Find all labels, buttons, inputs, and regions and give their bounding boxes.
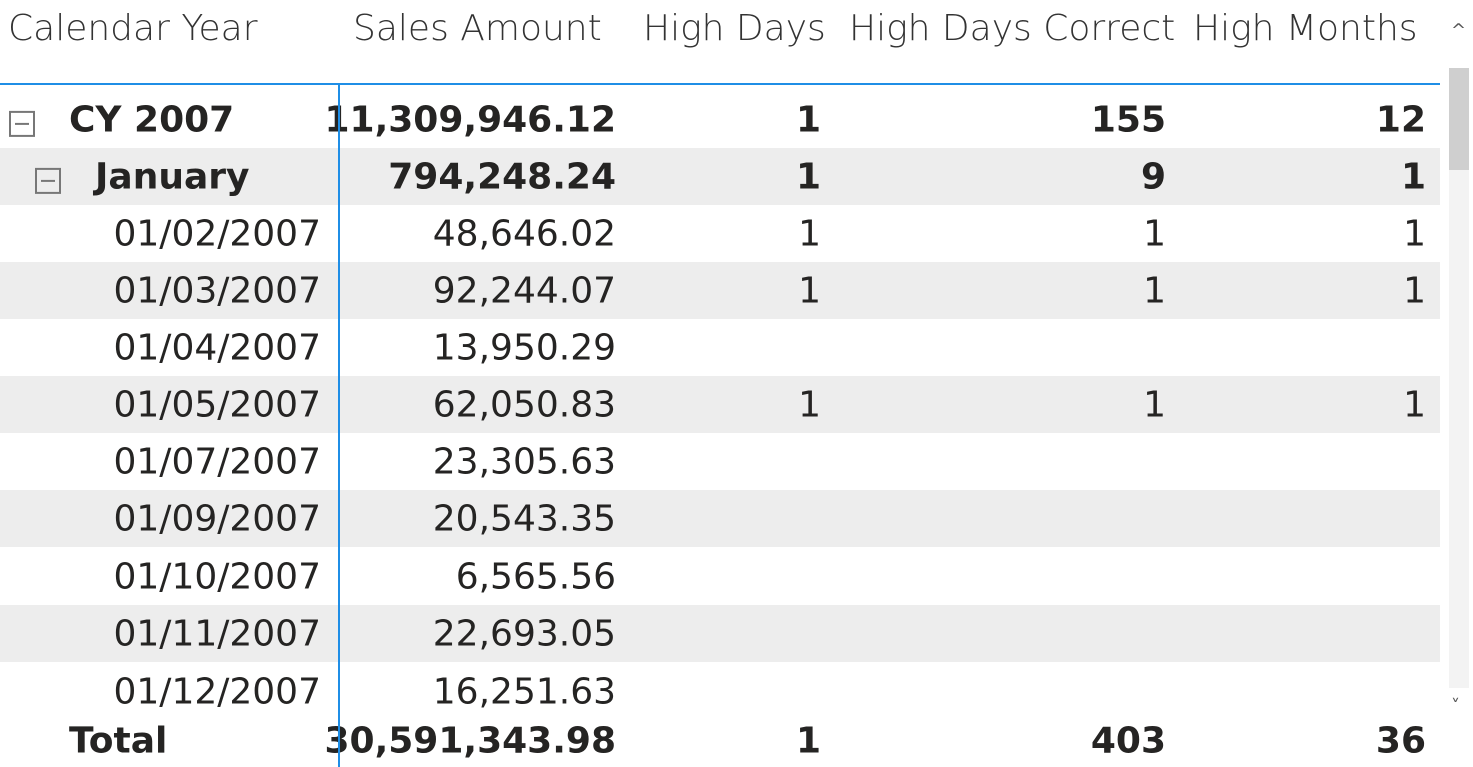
sales-amount-value: 23,305.63 [432, 441, 616, 482]
row-label: 01/10/2007 [113, 556, 322, 597]
total-high-days: 1 [795, 720, 821, 761]
table-row: 01/09/2007 20,543.35 [0, 490, 1440, 547]
total-sales-amount: 30,591,343.98 [324, 720, 616, 761]
table-row: 01/11/2007 22,693.05 [0, 605, 1440, 662]
high-days-value: 1 [798, 213, 821, 254]
row-label: 01/04/2007 [113, 327, 322, 368]
total-high-months: 36 [1375, 720, 1426, 761]
header-sales-amount[interactable]: Sales Amount [353, 8, 602, 49]
row-label: 01/03/2007 [113, 270, 322, 311]
high-months-value: 1 [1403, 384, 1426, 425]
high-months-value: 1 [1403, 270, 1426, 311]
high-days-value: 1 [798, 384, 821, 425]
high-days-correct-value: 1 [1143, 384, 1166, 425]
chevron-up-icon[interactable]: ^ [1451, 20, 1467, 41]
collapse-icon[interactable] [9, 110, 35, 137]
row-label: 01/12/2007 [113, 671, 322, 712]
table-row-year: CY 2007 11,309,946.12 1 155 12 [0, 91, 1440, 148]
collapse-icon[interactable] [35, 167, 61, 194]
high-days-correct-value: 155 [1090, 99, 1166, 140]
row-header-divider [338, 85, 340, 767]
high-days-correct-value: 1 [1143, 270, 1166, 311]
total-label: Total [69, 720, 168, 761]
row-label: January [95, 156, 250, 197]
row-label: 01/07/2007 [113, 441, 322, 482]
table-row: 01/04/2007 13,950.29 [0, 319, 1440, 376]
sales-amount-value: 13,950.29 [432, 327, 616, 368]
table-row: 01/07/2007 23,305.63 [0, 433, 1440, 490]
header-calendar-year[interactable]: Calendar Year [8, 8, 258, 49]
high-days-correct-value: 1 [1143, 213, 1166, 254]
matrix-visual: Calendar Year Sales Amount High Days Hig… [0, 0, 1440, 767]
table-row-month: January 794,248.24 1 9 1 [0, 148, 1440, 205]
row-label: 01/11/2007 [113, 613, 322, 654]
high-months-value: 1 [1400, 156, 1426, 197]
vertical-scrollbar[interactable]: ^ ˅ [1443, 0, 1473, 767]
sales-amount-value: 48,646.02 [432, 213, 616, 254]
sales-amount-value: 92,244.07 [432, 270, 616, 311]
sales-amount-value: 22,693.05 [432, 613, 616, 654]
header-high-days-correct[interactable]: High Days Correct [849, 8, 1176, 49]
sales-amount-value: 6,565.56 [455, 556, 616, 597]
row-label: 01/05/2007 [113, 384, 322, 425]
scroll-thumb[interactable] [1449, 68, 1469, 170]
sales-amount-value: 20,543.35 [432, 498, 616, 539]
total-row: Total 30,591,343.98 1 403 36 [0, 714, 1440, 767]
high-days-correct-value: 9 [1140, 156, 1166, 197]
row-label: 01/09/2007 [113, 498, 322, 539]
table-row: 01/10/2007 6,565.56 [0, 548, 1440, 605]
high-months-value: 1 [1403, 213, 1426, 254]
table-row: 01/12/2007 16,251.63 [0, 663, 1440, 720]
table-row: 01/05/2007 62,050.83 1 1 1 [0, 376, 1440, 433]
chevron-down-icon[interactable]: ˅ [1451, 696, 1460, 717]
sales-amount-value: 62,050.83 [432, 384, 616, 425]
sales-amount-value: 11,309,946.12 [324, 99, 616, 140]
total-high-days-correct: 403 [1090, 720, 1166, 761]
table-row: 01/02/2007 48,646.02 1 1 1 [0, 205, 1440, 262]
high-days-value: 1 [795, 99, 821, 140]
row-label: CY 2007 [69, 99, 235, 140]
row-label: 01/02/2007 [113, 213, 322, 254]
scroll-track[interactable] [1449, 68, 1469, 688]
header-high-days[interactable]: High Days [643, 8, 826, 49]
sales-amount-value: 794,248.24 [388, 156, 616, 197]
high-days-value: 1 [798, 270, 821, 311]
table-row: 01/03/2007 92,244.07 1 1 1 [0, 262, 1440, 319]
high-days-value: 1 [795, 156, 821, 197]
header-high-months[interactable]: High Months [1193, 8, 1418, 49]
high-months-value: 12 [1375, 99, 1426, 140]
column-header-row: Calendar Year Sales Amount High Days Hig… [0, 0, 1440, 85]
sales-amount-value: 16,251.63 [432, 671, 616, 712]
